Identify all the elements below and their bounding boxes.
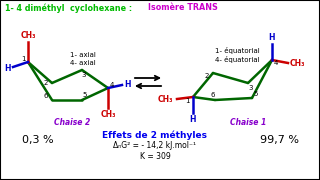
Text: 99,7 %: 99,7 % — [260, 135, 300, 145]
Text: 1: 1 — [21, 56, 25, 62]
Text: CH₃: CH₃ — [157, 94, 173, 103]
Text: 1: 1 — [185, 98, 189, 104]
Text: 1- 4 diméthyl  cyclohexane :: 1- 4 diméthyl cyclohexane : — [5, 3, 135, 12]
Text: 4: 4 — [274, 60, 278, 66]
Text: 5: 5 — [83, 92, 87, 98]
Text: Isomère TRANS: Isomère TRANS — [148, 3, 218, 12]
Text: 5: 5 — [254, 91, 258, 97]
Text: K = 309: K = 309 — [140, 152, 170, 161]
Text: H: H — [269, 33, 275, 42]
Text: Chaise 1: Chaise 1 — [230, 118, 266, 127]
Text: H: H — [4, 64, 11, 73]
Text: CH₃: CH₃ — [100, 110, 116, 119]
Text: 2: 2 — [44, 80, 48, 86]
Text: 0,3 %: 0,3 % — [22, 135, 54, 145]
Text: CH₃: CH₃ — [290, 58, 306, 68]
Text: 1- axial
4- axial: 1- axial 4- axial — [70, 52, 96, 66]
Text: CH₃: CH₃ — [20, 31, 36, 40]
Text: 3: 3 — [249, 85, 253, 91]
Text: Effets de 2 méthyles: Effets de 2 méthyles — [102, 130, 207, 140]
Text: 3: 3 — [82, 72, 86, 78]
Text: 4: 4 — [110, 82, 114, 88]
Text: Chaise 2: Chaise 2 — [54, 118, 90, 127]
Text: 2: 2 — [205, 73, 209, 79]
Text: H: H — [124, 80, 131, 89]
Text: 1- équatorial
4- équatorial: 1- équatorial 4- équatorial — [215, 47, 260, 63]
Text: H: H — [190, 115, 196, 124]
Text: ΔₙG² = - 14,2 kJ.mol⁻¹: ΔₙG² = - 14,2 kJ.mol⁻¹ — [114, 141, 196, 150]
Text: 6: 6 — [44, 93, 48, 99]
Text: 6: 6 — [211, 92, 215, 98]
